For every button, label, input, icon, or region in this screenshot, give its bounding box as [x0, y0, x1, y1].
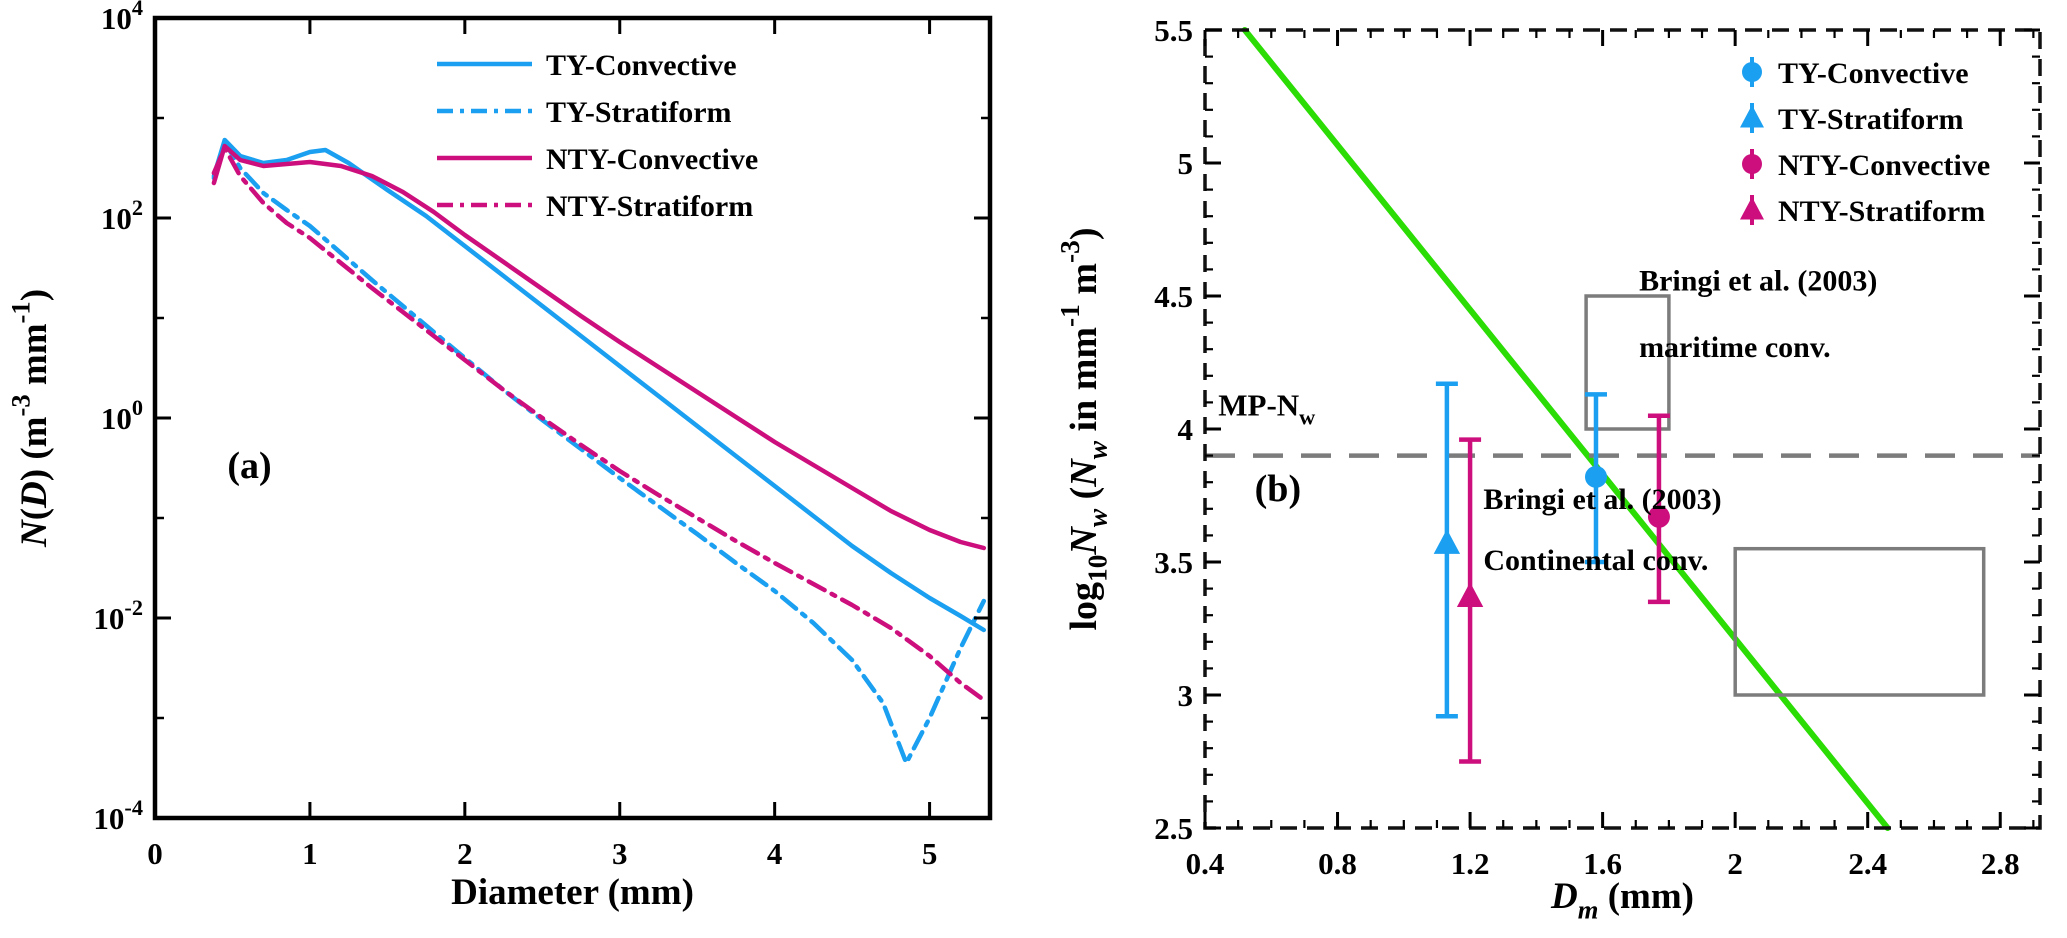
legend-b-marker-ty-convective	[1742, 62, 1762, 82]
x-tick-label-2-8: 2.8	[1981, 846, 2020, 881]
legend-a-label-nty-stratiform: NTY-Stratiform	[546, 190, 753, 223]
x-tick-label-2: 2	[457, 836, 473, 871]
panel-a: (a) TY-Convective TY-Stratiform NTY-Convect…	[0, 0, 1010, 938]
bringi-box-1	[1733, 546, 1986, 697]
series-line-ty-stratiform	[211, 139, 987, 766]
panel-a-label: (a)	[227, 445, 271, 487]
x-tick-label-2-4: 2.4	[1848, 846, 1887, 881]
marker-ty-stratiform	[1433, 529, 1461, 554]
panel-b-label: (b)	[1255, 468, 1301, 510]
annotation-0-line-1: maritime conv.	[1639, 331, 1831, 364]
x-tick-label-0: 0	[147, 836, 163, 871]
annotation-0-line-0: Bringi et al. (2003)	[1639, 265, 1877, 298]
marker-ty-convective	[1584, 465, 1607, 488]
x-axis-label-a: Diameter (mm)	[451, 872, 694, 913]
x-tick-label-3: 3	[612, 836, 628, 871]
y-tick-label-3-5: 3.5	[1154, 545, 1193, 580]
y-tick-label-1e0: 100	[101, 395, 143, 436]
legend-b-label-nty-convective: NTY-Convective	[1778, 149, 1990, 182]
legend-b-label-nty-stratiform: NTY-Stratiform	[1778, 195, 1985, 228]
legend-b-label-ty-convective: TY-Convective	[1778, 57, 1969, 90]
y-tick-label-2-5: 2.5	[1154, 811, 1193, 846]
y-axis-label-a: N(D) (m-3 mm-1)	[5, 289, 55, 548]
x-tick-label-1-2: 1.2	[1451, 846, 1490, 881]
y-tick-label-1e4: 104	[101, 0, 143, 36]
x-tick-label-1: 1	[302, 836, 318, 871]
x-tick-label-0-4: 0.4	[1186, 846, 1225, 881]
x-tick-label-0-8: 0.8	[1318, 846, 1357, 881]
y-tick-label-1e-4: 10-4	[93, 795, 143, 836]
series-line-nty-convective	[211, 143, 987, 551]
marker-nty-stratiform	[1456, 582, 1484, 608]
series-line-ty-convective	[211, 137, 987, 633]
series-line-nty-stratiform	[211, 145, 987, 703]
y-tick-label-1e2: 102	[101, 195, 143, 236]
x-tick-label-1-6: 1.6	[1583, 846, 1622, 881]
panel-b: Bringi et al. (2003) maritime conv. Bringi…	[1010, 0, 2067, 938]
legend-b-marker-nty-stratiform	[1740, 197, 1764, 220]
panel-a-chart: (a) TY-Convective TY-Stratiform NTY-Convect…	[5, 0, 993, 913]
legend-b-label-ty-stratiform: TY-Stratiform	[1778, 103, 1964, 136]
y-tick-label-5: 5	[1178, 146, 1194, 181]
y-axis-label-b: log10Nw (Nw in mm-1 m-3)	[1055, 227, 1113, 630]
bringi-box-0	[1584, 294, 1671, 431]
y-tick-label-5-5: 5.5	[1154, 13, 1193, 48]
y-tick-label-3: 3	[1178, 678, 1194, 713]
panel-a-axes-box	[152, 15, 993, 821]
x-axis-label-b: Dm (mm)	[1550, 876, 1694, 924]
y-tick-label-4-5: 4.5	[1154, 279, 1193, 314]
x-tick-label-4: 4	[767, 836, 783, 871]
mp-nw-label: MP-Nw	[1218, 388, 1315, 430]
panel-b-chart: Bringi et al. (2003) maritime conv. Bringi…	[1055, 13, 2042, 924]
legend-a-label-nty-convective: NTY-Convective	[546, 143, 758, 176]
x-tick-label-5: 5	[922, 836, 938, 871]
y-tick-label-1e-2: 10-2	[93, 595, 143, 636]
legend-a-label-ty-convective: TY-Convective	[546, 49, 737, 82]
x-tick-label-2: 2	[1727, 846, 1743, 881]
legend-b-marker-ty-stratiform	[1740, 105, 1764, 128]
annotation-1-line-1: Continental conv.	[1483, 544, 1708, 577]
marker-nty-convective	[1647, 505, 1670, 528]
legend-a-label-ty-stratiform: TY-Stratiform	[546, 96, 732, 129]
annotation-1-line-0: Bringi et al. (2003)	[1483, 483, 1721, 516]
y-tick-label-4: 4	[1178, 412, 1194, 447]
legend-b-marker-nty-convective	[1742, 154, 1762, 174]
